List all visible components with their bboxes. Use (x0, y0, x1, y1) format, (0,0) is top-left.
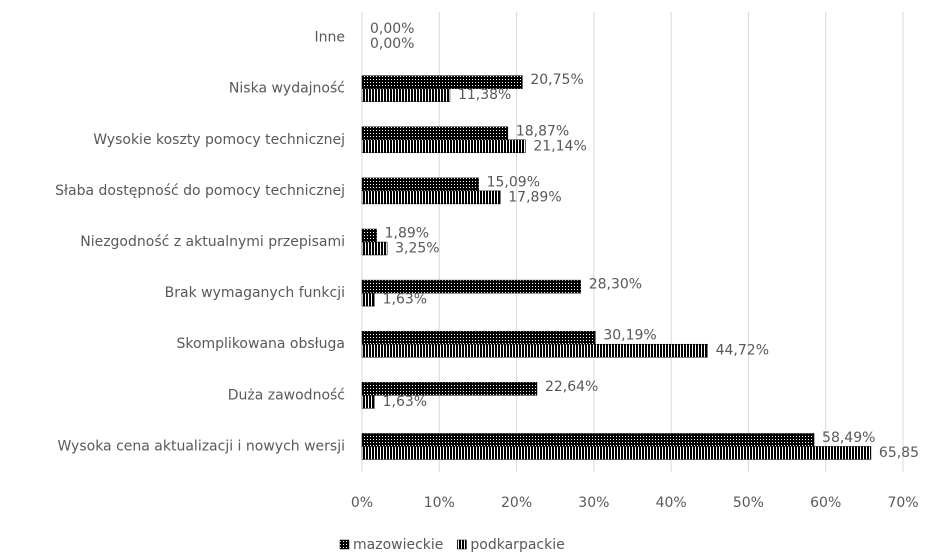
legend-swatch (339, 539, 350, 550)
value-label: 1,63% (383, 292, 427, 308)
category-label: Skomplikowana obsługa (176, 336, 345, 352)
bar (361, 177, 479, 192)
value-label: 11,38% (458, 87, 511, 103)
legend-label: mazowieckie (353, 537, 443, 552)
category-label: Wysoka cena aktualizacji i nowych wersji (57, 438, 345, 454)
bar (361, 382, 538, 396)
value-label: 17,89% (508, 189, 561, 205)
x-tick-label: 20% (501, 495, 532, 511)
category-label: Duża zawodność (228, 387, 345, 403)
value-label: 3,25% (395, 241, 439, 257)
bar (361, 395, 375, 409)
bar (361, 330, 596, 345)
category-label: Wysokie koszty pomocy technicznej (93, 132, 345, 148)
x-tick-label: 0% (351, 495, 373, 511)
legend-swatch (457, 539, 467, 550)
x-tick-label: 70% (887, 495, 918, 511)
value-label: 1,63% (383, 394, 427, 410)
value-label: 58,49% (822, 430, 875, 446)
bar (361, 433, 815, 447)
value-label: 0,00% (370, 21, 414, 37)
value-label: 21,14% (533, 138, 586, 154)
x-tick-label: 40% (656, 495, 687, 511)
category-label: Brak wymaganych funkcji (165, 285, 345, 301)
x-tick-label: 50% (733, 495, 764, 511)
bar (361, 190, 501, 205)
value-label: 65,85 (879, 445, 919, 461)
bar (361, 126, 509, 141)
x-tick-label: 10% (424, 495, 455, 511)
value-label: 22,64% (545, 379, 598, 395)
category-label: Niezgodność z aktualnymi przepisami (80, 234, 345, 250)
category-label: Słaba dostępność do pomocy technicznej (55, 183, 345, 199)
value-label: 18,87% (516, 123, 569, 139)
bar (361, 279, 581, 294)
bar (361, 139, 526, 154)
x-tick-label: 30% (578, 495, 609, 511)
bar (361, 343, 708, 358)
value-label: 0,00% (370, 36, 414, 52)
bar (361, 228, 377, 243)
legend-label: podkarpackie (470, 537, 564, 552)
bar (361, 446, 872, 460)
value-label: 15,09% (487, 174, 540, 190)
category-label: Niska wydajność (229, 81, 345, 97)
bar (361, 292, 375, 307)
bar (361, 88, 451, 102)
x-tick-label: 60% (810, 495, 841, 511)
value-label: 1,89% (385, 226, 429, 242)
value-label: 44,72% (716, 343, 769, 359)
value-label: 30,19% (603, 328, 656, 344)
value-label: 20,75% (530, 72, 583, 88)
bar (361, 241, 388, 256)
category-label: Inne (315, 30, 346, 46)
value-label: 28,30% (589, 277, 642, 293)
